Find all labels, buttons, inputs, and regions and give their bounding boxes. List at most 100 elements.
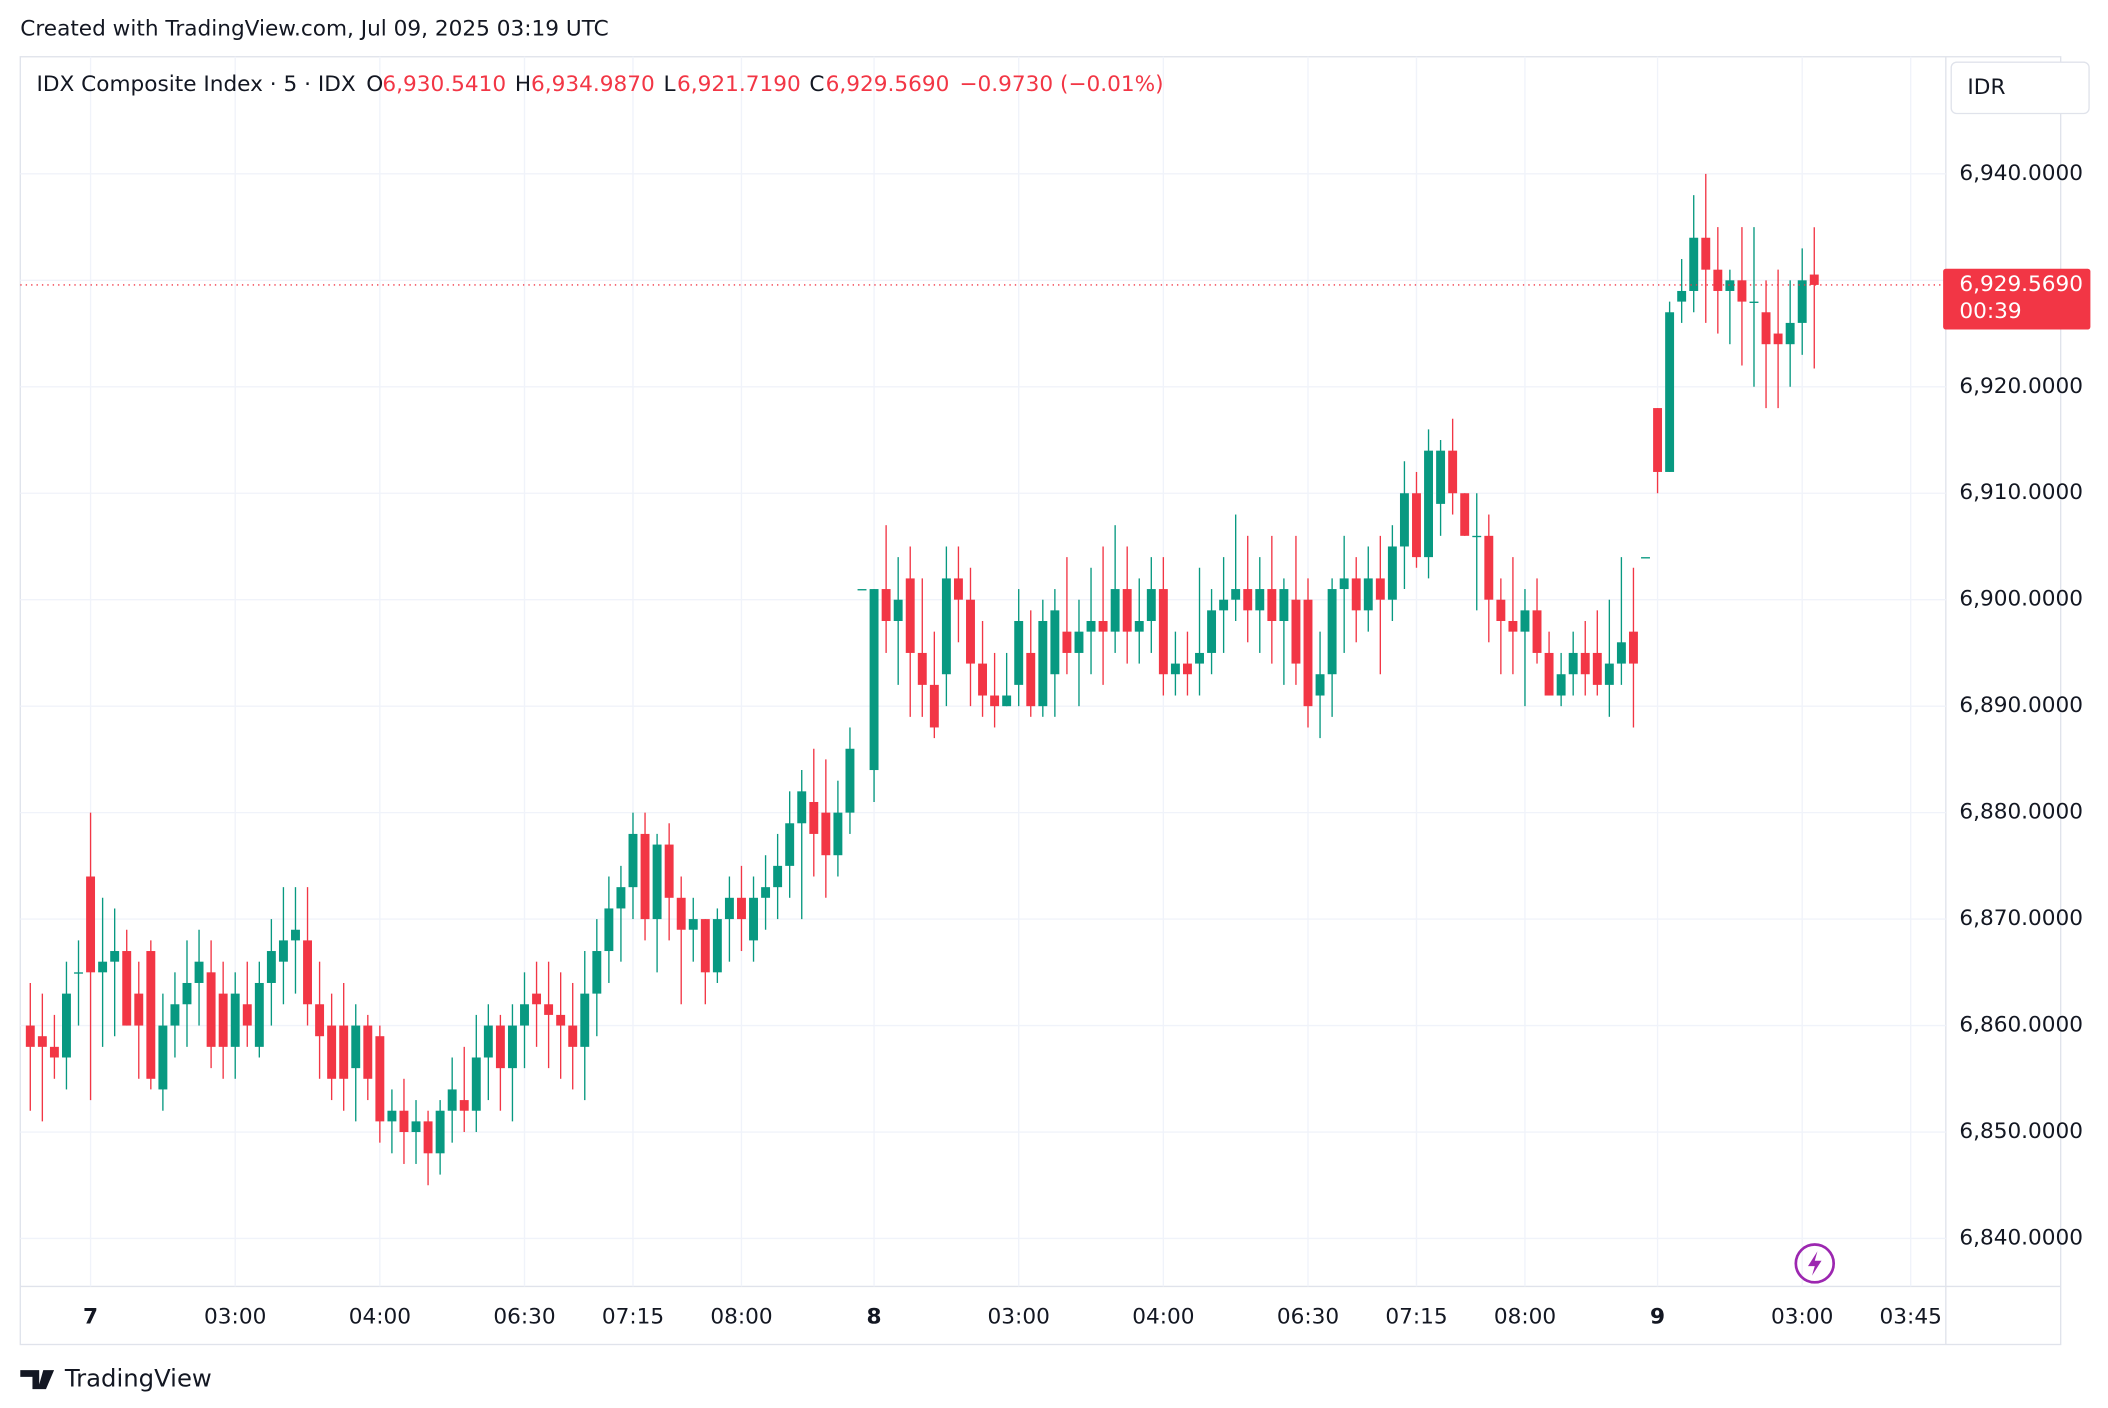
candle-body — [1146, 589, 1156, 622]
change: −0.9730 (−0.01%) — [959, 72, 1163, 97]
candle-body — [966, 599, 975, 664]
x-tick-label: 03:00 — [204, 1304, 266, 1329]
candle-body — [86, 876, 96, 973]
candle-body — [170, 1004, 180, 1026]
candle-body — [134, 993, 144, 1026]
x-tick-label: 06:30 — [493, 1304, 555, 1329]
candle-body — [98, 961, 108, 973]
candle-body — [1363, 578, 1373, 611]
candle-body — [1170, 663, 1180, 675]
candle-body — [676, 897, 686, 930]
candle-body — [1315, 674, 1325, 696]
candle-body — [604, 908, 614, 952]
candle-body — [254, 982, 264, 1047]
candle-body — [580, 993, 590, 1047]
y-tick-label: 6,890.0000 — [1959, 693, 2083, 718]
x-tick-label: 03:00 — [988, 1304, 1050, 1329]
currency[interactable]: IDR — [1967, 75, 2005, 100]
candle-body — [893, 599, 903, 622]
y-tick-label: 6,850.0000 — [1959, 1119, 2083, 1144]
candle-body — [435, 1110, 445, 1154]
c-value: 6,929.5690 — [826, 72, 950, 97]
candle-body — [905, 578, 915, 653]
candle-body — [375, 1036, 385, 1122]
candle-body — [387, 1110, 397, 1122]
currency-button[interactable] — [1950, 61, 2090, 115]
candle-body — [520, 1004, 529, 1026]
candle-body — [1062, 631, 1072, 653]
candle-body — [278, 940, 288, 962]
candle-body — [737, 897, 746, 920]
candle-body — [917, 652, 927, 685]
candle-body — [1677, 290, 1687, 302]
x-tick-label: 9 — [1650, 1304, 1665, 1329]
candle-body — [1568, 652, 1578, 675]
candle-body — [194, 961, 204, 983]
y-tick-label: 6,860.0000 — [1959, 1013, 2083, 1038]
candle-body — [1327, 589, 1337, 675]
candle-body — [1496, 599, 1506, 622]
l-label: L — [663, 72, 675, 97]
candle-body — [749, 897, 758, 941]
o-value: 6,930.5410 — [382, 72, 506, 97]
candle-body — [1243, 589, 1253, 611]
candle-body — [1122, 589, 1132, 632]
candle-body — [1424, 450, 1433, 558]
candle-body — [1641, 557, 1650, 559]
candle-body — [49, 1046, 59, 1058]
candle-body — [1351, 578, 1361, 611]
candle-body — [1399, 493, 1409, 547]
candle-body — [351, 1025, 361, 1069]
candle-body — [1255, 589, 1265, 611]
candle-body — [1653, 408, 1663, 472]
x-tick-label: 04:00 — [349, 1304, 411, 1329]
candle-body — [1050, 610, 1060, 675]
candle-body — [242, 1004, 252, 1026]
logo-mark — [20, 1370, 55, 1390]
candle-body — [1472, 535, 1482, 538]
candle-body — [182, 982, 192, 1005]
candle-body — [785, 823, 795, 866]
candles — [25, 173, 1819, 1186]
candle-body — [1520, 610, 1530, 632]
candle-body — [700, 919, 710, 973]
candle-body — [507, 1025, 517, 1069]
flash-bolt[interactable] — [1807, 1251, 1822, 1276]
x-tick-label: 8 — [867, 1304, 882, 1329]
candle-body — [339, 1025, 349, 1079]
c-label: C — [809, 72, 824, 97]
candle-body — [1460, 493, 1470, 536]
candle-body — [1412, 493, 1421, 558]
candle-body — [37, 1036, 47, 1047]
x-tick-label: 04:00 — [1132, 1304, 1194, 1329]
candle-body — [1665, 312, 1675, 472]
l-value: 6,921.7190 — [677, 72, 801, 97]
candle-body — [74, 972, 83, 974]
candle-body — [399, 1110, 409, 1133]
candle-body — [556, 1014, 566, 1026]
candle-body — [833, 812, 843, 856]
candle-body — [230, 993, 240, 1047]
candle-body — [1436, 450, 1446, 504]
candle-body — [423, 1121, 433, 1154]
candle-body — [1616, 642, 1626, 664]
x-tick-label: 03:00 — [1771, 1304, 1833, 1329]
candle-body — [1713, 269, 1723, 291]
candle-body — [1701, 237, 1711, 270]
candle-body — [1580, 652, 1590, 675]
flash-circle[interactable] — [1794, 1243, 1836, 1284]
flash-icon[interactable] — [1794, 1243, 1836, 1284]
candle-body — [459, 1100, 469, 1111]
candle-body — [315, 1004, 325, 1037]
created-note: Created with TradingView.com, Jul 09, 20… — [20, 17, 608, 42]
y-tick-label: 6,870.0000 — [1959, 906, 2083, 931]
candle-body — [1026, 652, 1036, 707]
candle-body — [809, 801, 819, 834]
candle-body — [1303, 599, 1313, 707]
chart-frame — [19, 56, 2062, 1346]
candle-body — [25, 1025, 35, 1047]
candle-body — [712, 919, 722, 973]
candle-body — [1387, 546, 1397, 600]
candle-body — [688, 919, 698, 930]
candle-body — [266, 951, 276, 983]
